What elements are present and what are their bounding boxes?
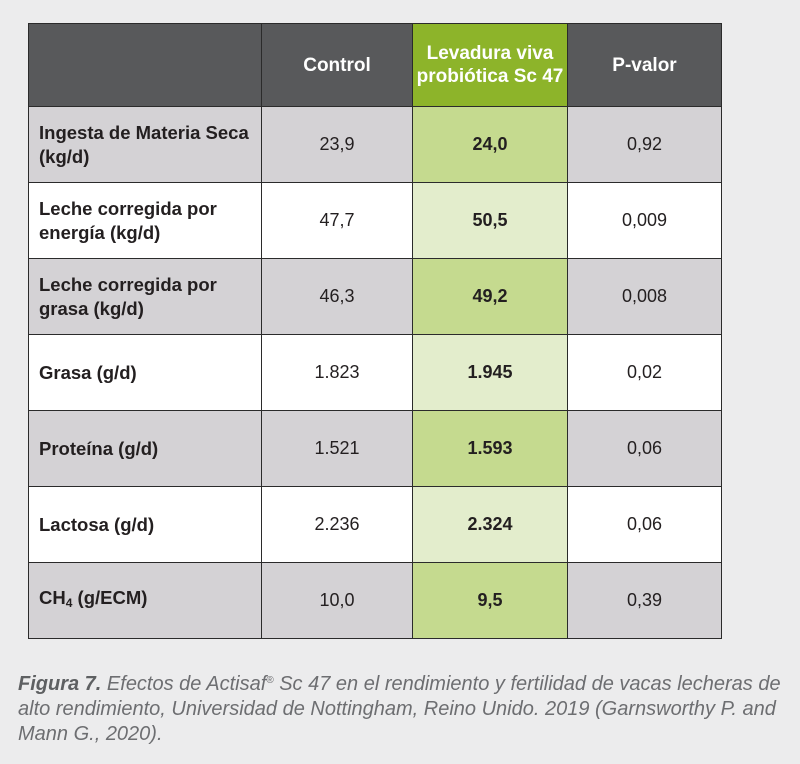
row-label: Leche corregida por grasa (kg/d)	[28, 258, 262, 335]
table-row: Grasa (g/d) 1.823 1.945 0,02	[28, 334, 722, 411]
levadura-value: 1.593	[412, 410, 568, 487]
figure-caption: Figura 7. Efectos de Actisaf® Sc 47 en e…	[18, 668, 788, 747]
results-table-container: Control Levadura viva probiótica Sc 47 P…	[28, 23, 722, 639]
control-value: 1.521	[261, 410, 413, 487]
table-row: Proteína (g/d) 1.521 1.593 0,06	[28, 410, 722, 487]
p-value: 0,92	[567, 106, 722, 183]
row-label-subscript: 4	[65, 596, 73, 610]
control-value: 2.236	[261, 486, 413, 563]
header-empty-cell	[28, 23, 262, 107]
table-row: Leche corregida por grasa (kg/d) 46,3 49…	[28, 258, 722, 335]
control-value: 23,9	[261, 106, 413, 183]
p-value: 0,02	[567, 334, 722, 411]
table-row: CH4 (g/ECM) 10,0 9,5 0,39	[28, 562, 722, 639]
levadura-value: 50,5	[412, 182, 568, 259]
p-value: 0,008	[567, 258, 722, 335]
row-label: Leche corregida por energía (kg/d)	[28, 182, 262, 259]
levadura-value: 24,0	[412, 106, 568, 183]
registered-mark: ®	[266, 675, 274, 686]
table-row: Ingesta de Materia Seca (kg/d) 23,9 24,0…	[28, 106, 722, 183]
levadura-value: 49,2	[412, 258, 568, 335]
control-value: 47,7	[261, 182, 413, 259]
table-header-row: Control Levadura viva probiótica Sc 47 P…	[28, 23, 722, 107]
control-value: 46,3	[261, 258, 413, 335]
p-value: 0,39	[567, 562, 722, 639]
header-control: Control	[261, 23, 413, 107]
results-table: Control Levadura viva probiótica Sc 47 P…	[28, 23, 722, 639]
p-value: 0,009	[567, 182, 722, 259]
header-p-valor: P-valor	[567, 23, 722, 107]
levadura-value: 2.324	[412, 486, 568, 563]
control-value: 10,0	[261, 562, 413, 639]
row-label: Proteína (g/d)	[28, 410, 262, 487]
row-label: CH4 (g/ECM)	[28, 562, 262, 639]
header-levadura: Levadura viva probiótica Sc 47	[412, 23, 568, 107]
control-value: 1.823	[261, 334, 413, 411]
table-row: Lactosa (g/d) 2.236 2.324 0,06	[28, 486, 722, 563]
row-label: Grasa (g/d)	[28, 334, 262, 411]
p-value: 0,06	[567, 486, 722, 563]
row-label: Ingesta de Materia Seca (kg/d)	[28, 106, 262, 183]
row-label-main: CH	[39, 587, 66, 608]
table-row: Leche corregida por energía (kg/d) 47,7 …	[28, 182, 722, 259]
levadura-value: 1.945	[412, 334, 568, 411]
caption-text-start: Efectos de Actisaf	[101, 673, 267, 695]
levadura-value: 9,5	[412, 562, 568, 639]
caption-text-end: Sc 47 en el rendimiento y fertilidad de …	[18, 673, 781, 745]
p-value: 0,06	[567, 410, 722, 487]
row-label: Lactosa (g/d)	[28, 486, 262, 563]
row-label-rest: (g/ECM)	[72, 587, 148, 608]
figure-number: Figura 7.	[18, 673, 102, 695]
